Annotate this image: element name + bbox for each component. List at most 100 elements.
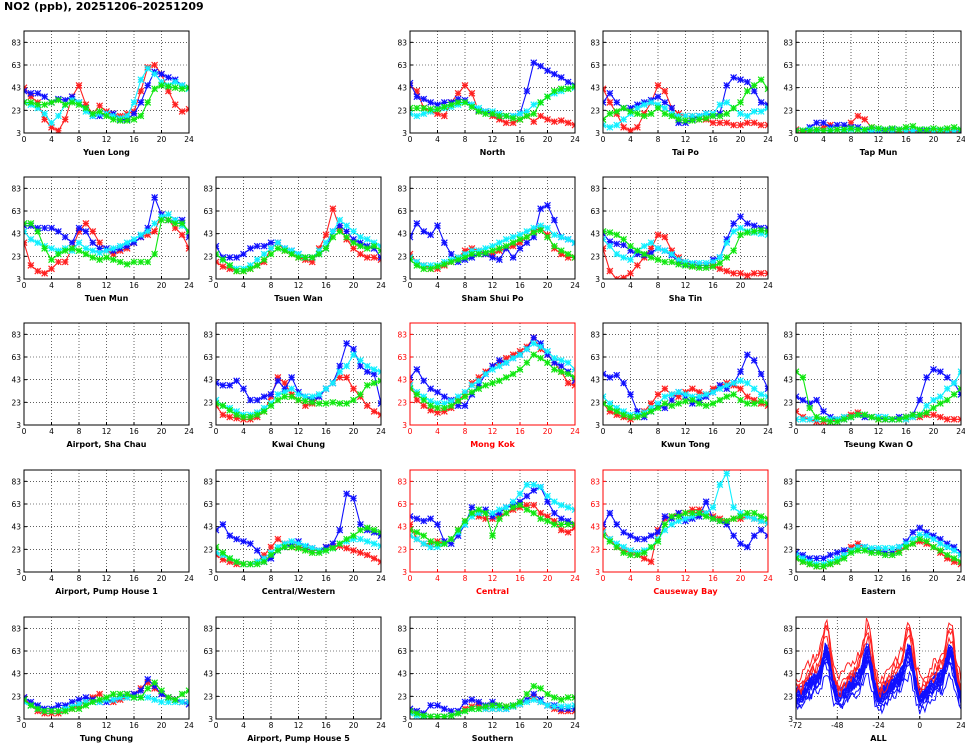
panel-frame (215, 322, 382, 426)
data-point (647, 532, 655, 540)
page-title: NO2 (ppb), 20251206–20251209 (4, 0, 204, 13)
data-point (875, 125, 882, 132)
data-point (716, 396, 724, 404)
data-point (288, 247, 296, 255)
station-panel: 0 4 8 12 16 20 24 3 23 43 63 83 Mong Kok (397, 322, 580, 449)
x-tick-label: 16 (708, 135, 718, 144)
y-tick-label: 3 (595, 275, 600, 284)
data-point (943, 385, 951, 393)
y-tick-label: 43 (203, 670, 213, 679)
data-point (34, 701, 42, 709)
data-point (854, 543, 862, 551)
y-tick-label: 23 (397, 398, 407, 407)
y-tick-label: 23 (783, 398, 793, 407)
data-point (502, 703, 510, 710)
data-point (144, 679, 152, 687)
station-panel: 0 4 8 12 16 20 24 3 23 43 63 83 Tseung Kwan O (783, 322, 965, 449)
data-point (950, 543, 958, 551)
y-tick-label: 63 (590, 353, 600, 362)
data-point (413, 87, 421, 95)
data-point (447, 535, 455, 543)
x-tick-label: 20 (157, 135, 167, 144)
data-point (826, 418, 834, 425)
x-tick-label: 24 (570, 574, 580, 583)
data-point (260, 554, 268, 562)
data-point (219, 381, 227, 389)
panel-title: Kwun Tong (661, 440, 710, 449)
data-point (82, 104, 90, 112)
data-point (233, 414, 241, 422)
data-point (737, 98, 744, 106)
data-point (495, 509, 503, 517)
y-tick-label: 23 (11, 545, 21, 554)
data-point (356, 250, 364, 258)
station-panel: 0 4 8 12 16 20 24 3 23 43 63 83 Tung Chung (11, 616, 194, 743)
data-point (516, 235, 524, 243)
x-tick-label: 4 (628, 135, 633, 144)
data-point (219, 549, 227, 557)
data-point (434, 540, 441, 548)
data-point (48, 256, 55, 264)
data-point (54, 701, 62, 709)
data-point (329, 398, 337, 406)
data-point (495, 705, 503, 713)
data-point (647, 400, 655, 407)
x-tick-label: 24 (570, 135, 580, 144)
data-point (130, 115, 138, 123)
data-point (356, 242, 364, 250)
data-point (902, 540, 910, 548)
data-point (564, 694, 572, 701)
data-point (682, 390, 689, 398)
data-point (137, 112, 145, 120)
data-point (668, 258, 676, 266)
x-tick-label: 12 (102, 721, 112, 730)
data-point (178, 108, 186, 115)
data-point (661, 110, 669, 118)
panel-title: Central (476, 587, 509, 596)
data-point (820, 123, 827, 131)
data-point (530, 110, 538, 118)
data-point (413, 93, 421, 101)
data-point (627, 547, 634, 554)
data-point (840, 415, 848, 423)
data-point (530, 690, 538, 698)
data-point (716, 381, 724, 389)
x-tick-label: 20 (157, 574, 167, 583)
data-point (61, 707, 69, 715)
data-point (82, 101, 90, 109)
data-point (350, 396, 357, 404)
data-point (544, 233, 551, 241)
data-point (89, 227, 97, 235)
data-point (606, 400, 614, 407)
data-point (516, 239, 524, 247)
data-point (950, 554, 958, 562)
data-point (233, 558, 241, 566)
data-point (743, 400, 751, 407)
data-point (550, 354, 558, 362)
data-point (675, 513, 683, 520)
data-point (806, 404, 814, 412)
data-point (41, 707, 49, 715)
x-tick-label: 8 (656, 427, 661, 436)
y-tick-label: 63 (11, 207, 21, 216)
data-point (34, 101, 42, 109)
data-point (350, 235, 357, 243)
data-point (613, 411, 621, 419)
data-point (48, 244, 55, 252)
data-point (370, 254, 378, 261)
x-tick-label: 4 (821, 135, 826, 144)
data-point (356, 535, 364, 543)
data-point (688, 396, 696, 404)
data-point (301, 542, 309, 550)
data-point (103, 254, 110, 261)
data-point (144, 224, 152, 232)
data-point (661, 526, 669, 534)
data-point (343, 490, 351, 498)
data-point (61, 233, 69, 241)
y-tick-label: 3 (402, 715, 407, 724)
data-point (826, 127, 834, 133)
data-point (537, 509, 545, 517)
data-point (730, 220, 738, 227)
data-point (61, 96, 69, 104)
data-point (544, 359, 551, 367)
